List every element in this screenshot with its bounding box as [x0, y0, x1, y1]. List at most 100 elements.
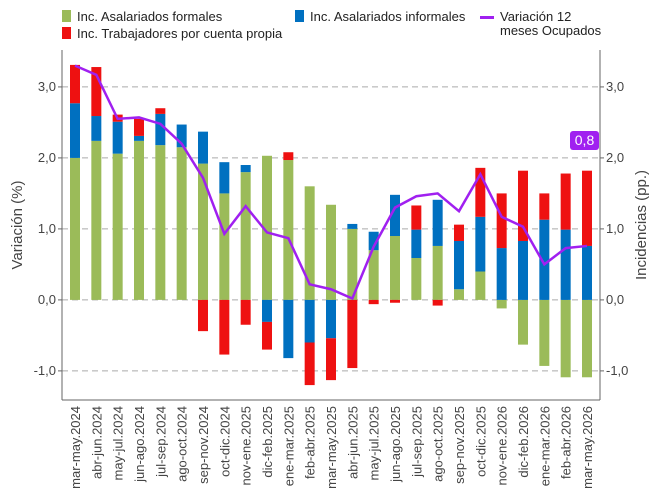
x-tick-label: jul-sep.2025: [409, 406, 424, 478]
y-tick-label: 0,0: [38, 292, 56, 307]
x-tick-label: dic-feb.2026: [516, 406, 531, 478]
x-tick-label: may-jul.2025: [367, 406, 382, 480]
bar: [368, 299, 379, 305]
x-tick-label: nov-ene.2025: [239, 406, 254, 486]
bar: [283, 160, 294, 300]
x-tick-label: jul-sep.2024: [153, 406, 168, 478]
bar: [112, 121, 123, 154]
x-tick-label: jun-ago.2025: [388, 406, 403, 483]
bar: [496, 299, 507, 309]
bar: [262, 321, 272, 350]
bar: [411, 258, 422, 300]
legend-swatch: [62, 27, 71, 39]
legend-item: Inc. Asalariados formales: [62, 10, 292, 24]
bar: [198, 163, 208, 300]
bar: [539, 219, 550, 300]
x-tick-label: sep-nov.2025: [452, 406, 467, 484]
bar: [70, 103, 80, 158]
bar: [240, 172, 251, 300]
x-tick-label: mar-may.2024: [68, 406, 83, 489]
bar: [496, 248, 507, 300]
bar: [134, 140, 144, 300]
y2-tick-label: 2,0: [606, 150, 624, 165]
legend-item: Inc. Asalariados informales: [295, 10, 495, 24]
bar: [390, 236, 400, 300]
y2-tick-label: -1,0: [606, 363, 628, 378]
x-tick-label: may-jul.2024: [111, 406, 126, 480]
x-tick-label: ago-oct.2025: [431, 406, 446, 482]
x-tick-label: abr-jun.2025: [345, 406, 360, 479]
y-tick-label: 3,0: [38, 79, 56, 94]
x-tick-label: jun-ago.2024: [132, 406, 147, 483]
bar: [432, 245, 443, 300]
bar: [454, 289, 464, 300]
bar: [582, 245, 592, 300]
bar: [390, 194, 400, 237]
annotation-box: [570, 131, 599, 150]
legend-label: Variación 12 meses Ocupados: [500, 9, 602, 38]
bar: [368, 250, 379, 300]
annotation: 0,8: [575, 132, 595, 148]
bar: [176, 124, 187, 148]
bar: [134, 135, 144, 141]
bar: [582, 299, 592, 378]
x-tick-label: feb-abr.2025: [303, 406, 318, 479]
legend-swatch: [295, 10, 304, 22]
y2-axis-label: Incidencias (pp.): [633, 170, 650, 280]
bar: [112, 153, 123, 300]
bar: [518, 240, 528, 300]
bar: [411, 229, 422, 259]
x-tick-label: ene-mar.2025: [281, 406, 296, 486]
bar: [155, 145, 166, 300]
legend-swatch: [480, 16, 494, 19]
x-tick-label: mar-may.2026: [580, 406, 595, 489]
bar: [304, 299, 315, 343]
bar: [475, 271, 486, 300]
bar: [390, 299, 400, 303]
bar: [347, 299, 358, 369]
y2-tick-label: 3,0: [606, 79, 624, 94]
bar: [283, 299, 294, 359]
x-tick-label: sep-nov.2024: [196, 406, 211, 484]
bar: [518, 170, 528, 241]
line: [74, 64, 588, 301]
bar: [411, 205, 422, 230]
bar: [454, 224, 464, 241]
x-tick-label: feb-abr.2026: [559, 406, 574, 479]
y-tick-label: 1,0: [38, 221, 56, 236]
x-tick-label: ago-oct.2024: [175, 406, 190, 482]
y2-tick-label: 1,0: [606, 221, 624, 236]
y-axis-label: Variación (%): [9, 181, 26, 270]
bar: [176, 147, 187, 300]
bar: [91, 67, 102, 117]
bar: [304, 342, 315, 386]
bar: [70, 64, 80, 104]
y-tick-label: 2,0: [38, 150, 56, 165]
bar: [475, 167, 486, 217]
bar: [496, 193, 507, 249]
x-tick-label: oct-dic.2024: [217, 406, 232, 477]
bar: [582, 170, 592, 246]
x-tick-label: nov-ene.2026: [495, 406, 510, 486]
bar: [326, 299, 336, 339]
bar: [539, 193, 550, 220]
bar: [432, 199, 443, 246]
y2-tick-label: 0,0: [606, 292, 624, 307]
x-tick-label: abr-jun.2024: [89, 406, 104, 479]
bar: [347, 228, 358, 300]
legend-label: Inc. Trabajadores por cuenta propia: [77, 26, 283, 41]
legend-label: Inc. Asalariados informales: [310, 9, 466, 24]
bar: [518, 299, 528, 345]
bar: [91, 116, 102, 141]
bar: [240, 165, 251, 173]
bar: [326, 338, 336, 381]
bar: [304, 186, 315, 300]
legend-item: Inc. Trabajadores por cuenta propia: [62, 27, 292, 41]
x-tick-label: dic-feb.2025: [260, 406, 275, 478]
bar: [560, 173, 571, 230]
bar: [134, 118, 144, 136]
bar: [219, 193, 230, 300]
bar: [155, 113, 166, 146]
